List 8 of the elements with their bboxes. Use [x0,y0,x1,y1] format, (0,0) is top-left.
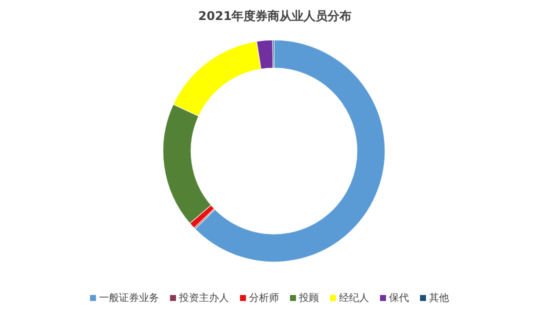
legend-label: 其他 [429,292,449,304]
legend-label: 投资主办人 [178,292,229,304]
legend-label: 一般证券业务 [99,292,159,304]
legend-label: 保代 [389,293,409,304]
legend-label: 经纪人 [339,292,369,304]
chart-title: 2021年度券商从业人员分布 [198,9,352,23]
legend-label: 分析师 [249,292,279,304]
legend-label: 投顾 [298,292,319,304]
